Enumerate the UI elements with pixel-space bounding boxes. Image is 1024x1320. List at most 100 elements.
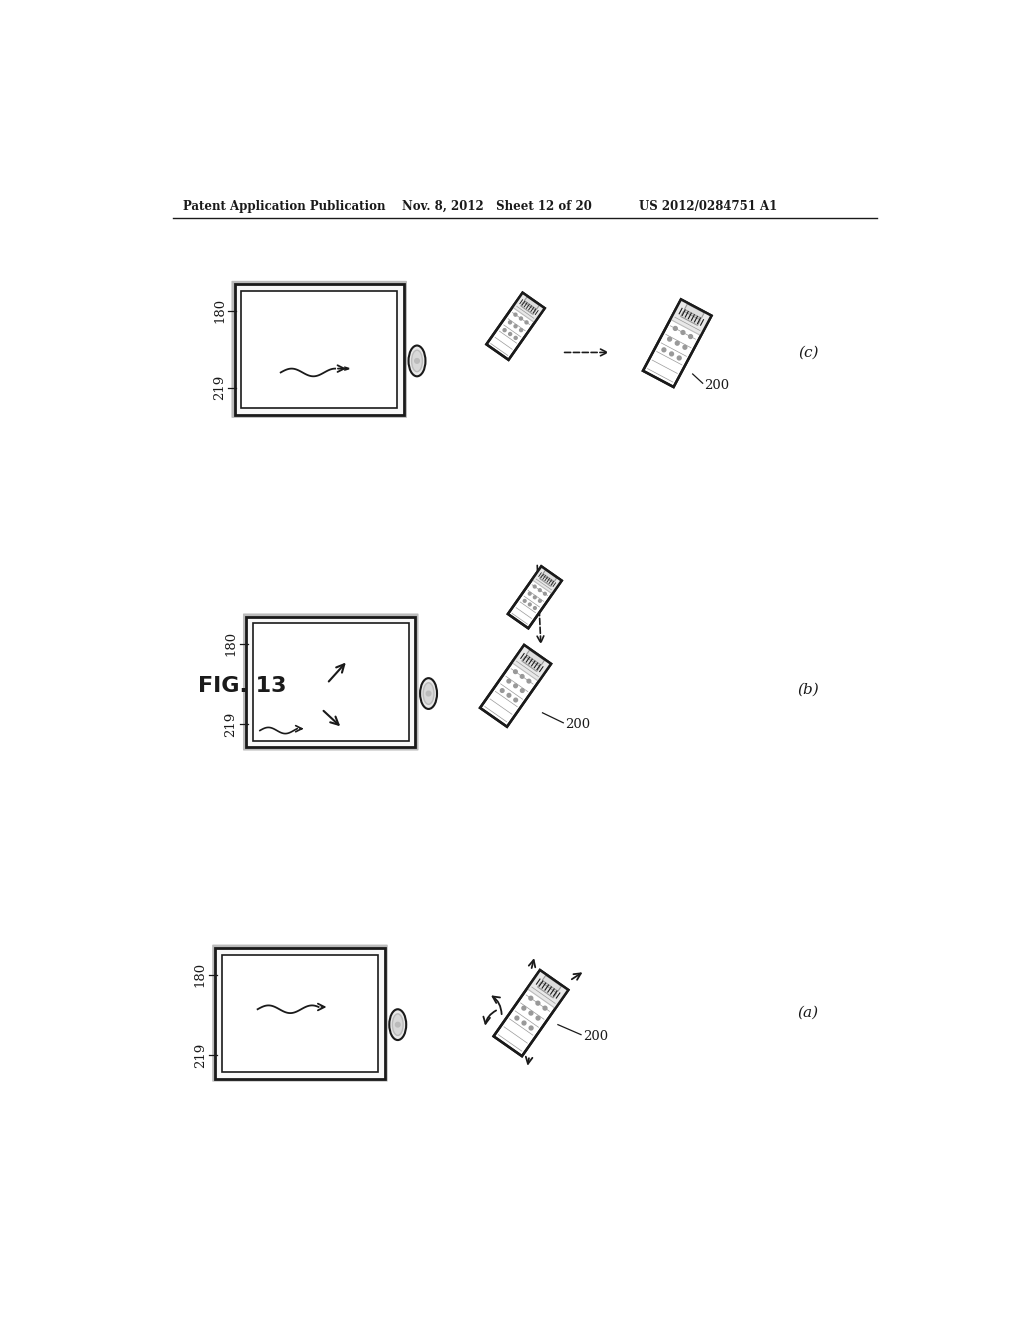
Bar xyxy=(222,954,378,1072)
Circle shape xyxy=(426,692,431,696)
Circle shape xyxy=(543,1006,547,1010)
Circle shape xyxy=(514,684,517,688)
Bar xyxy=(234,284,403,414)
Text: (b): (b) xyxy=(798,682,819,697)
Circle shape xyxy=(537,1016,540,1020)
Circle shape xyxy=(677,356,681,360)
Polygon shape xyxy=(486,293,545,360)
Bar xyxy=(246,616,416,747)
Circle shape xyxy=(525,321,528,323)
Circle shape xyxy=(674,326,677,330)
Circle shape xyxy=(507,693,511,697)
Polygon shape xyxy=(522,656,540,672)
Text: (a): (a) xyxy=(798,1006,819,1020)
Circle shape xyxy=(528,997,532,1001)
Polygon shape xyxy=(512,293,545,322)
Bar xyxy=(242,290,397,408)
Ellipse shape xyxy=(392,1014,403,1035)
Polygon shape xyxy=(494,970,568,1056)
Polygon shape xyxy=(681,312,700,326)
Circle shape xyxy=(395,1022,400,1027)
Circle shape xyxy=(415,359,419,363)
Circle shape xyxy=(539,599,542,602)
FancyBboxPatch shape xyxy=(212,945,388,1081)
Circle shape xyxy=(539,589,542,591)
Polygon shape xyxy=(540,574,553,586)
Polygon shape xyxy=(684,304,705,318)
Text: 180: 180 xyxy=(194,962,207,987)
Circle shape xyxy=(668,337,672,341)
Text: FIG. 13: FIG. 13 xyxy=(199,676,287,696)
Circle shape xyxy=(689,335,692,338)
Circle shape xyxy=(529,1011,532,1015)
Polygon shape xyxy=(531,566,562,594)
Circle shape xyxy=(514,313,517,315)
Circle shape xyxy=(534,595,537,599)
Text: 219: 219 xyxy=(224,711,238,737)
Polygon shape xyxy=(671,300,712,335)
Text: 180: 180 xyxy=(224,631,238,656)
Text: 219: 219 xyxy=(194,1043,207,1068)
Polygon shape xyxy=(521,302,536,314)
Circle shape xyxy=(534,585,537,587)
Polygon shape xyxy=(543,570,557,582)
Ellipse shape xyxy=(423,682,434,705)
Circle shape xyxy=(519,317,522,319)
Circle shape xyxy=(514,337,517,339)
Ellipse shape xyxy=(412,350,422,372)
Circle shape xyxy=(522,1006,525,1010)
Circle shape xyxy=(529,1026,534,1030)
FancyBboxPatch shape xyxy=(231,281,407,418)
Polygon shape xyxy=(543,975,561,991)
Circle shape xyxy=(522,1022,526,1024)
Text: 200: 200 xyxy=(584,1030,608,1043)
Circle shape xyxy=(528,603,531,606)
Circle shape xyxy=(527,680,530,682)
Ellipse shape xyxy=(409,346,425,376)
Text: Patent Application Publication: Patent Application Publication xyxy=(183,199,385,213)
Polygon shape xyxy=(480,645,551,727)
Bar xyxy=(215,948,385,1078)
Circle shape xyxy=(683,346,687,350)
Circle shape xyxy=(514,698,517,702)
Text: 200: 200 xyxy=(565,718,591,731)
Polygon shape xyxy=(643,300,712,387)
Circle shape xyxy=(514,669,517,673)
Circle shape xyxy=(523,599,526,602)
Text: 219: 219 xyxy=(213,375,226,400)
Polygon shape xyxy=(527,970,568,1008)
Circle shape xyxy=(501,689,504,693)
Text: US 2012/0284751 A1: US 2012/0284751 A1 xyxy=(639,199,777,213)
Polygon shape xyxy=(345,367,349,370)
Bar xyxy=(253,623,409,741)
Circle shape xyxy=(514,325,517,327)
Circle shape xyxy=(662,348,666,351)
Polygon shape xyxy=(508,566,562,628)
Text: Nov. 8, 2012   Sheet 12 of 20: Nov. 8, 2012 Sheet 12 of 20 xyxy=(401,199,592,213)
Text: 200: 200 xyxy=(705,379,729,392)
Circle shape xyxy=(681,330,685,334)
Polygon shape xyxy=(526,649,545,665)
Circle shape xyxy=(509,321,512,323)
Circle shape xyxy=(676,342,679,345)
Circle shape xyxy=(536,1002,540,1005)
FancyBboxPatch shape xyxy=(243,614,419,751)
Polygon shape xyxy=(538,982,557,998)
Ellipse shape xyxy=(389,1010,407,1040)
Polygon shape xyxy=(512,645,551,681)
Circle shape xyxy=(520,675,524,678)
Circle shape xyxy=(509,333,512,335)
Text: (c): (c) xyxy=(798,346,818,359)
Circle shape xyxy=(515,1016,519,1020)
Circle shape xyxy=(520,689,524,693)
Circle shape xyxy=(503,329,506,331)
Circle shape xyxy=(534,607,537,610)
Circle shape xyxy=(519,329,522,331)
Circle shape xyxy=(507,680,511,682)
Polygon shape xyxy=(524,297,540,309)
Ellipse shape xyxy=(420,678,437,709)
Circle shape xyxy=(544,593,547,595)
Circle shape xyxy=(670,352,674,356)
Circle shape xyxy=(528,593,531,595)
Text: 180: 180 xyxy=(213,298,226,323)
